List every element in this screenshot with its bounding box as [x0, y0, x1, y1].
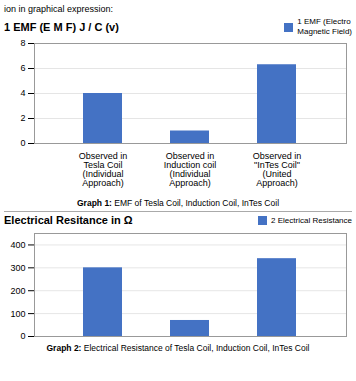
- svg-text:200: 200: [10, 286, 25, 296]
- svg-text:Observed in"InTes Coil"(United: Observed in"InTes Coil"(UnitedApproach): [253, 151, 302, 188]
- html-text:Graph 1: EMF of Tesla Coil, In: Graph 1: EMF of Tesla Coil, Induction Co…: [77, 198, 279, 208]
- svg-text:8: 8: [20, 38, 25, 48]
- html-text:ion in graphical expression:: ion in graphical expression:: [4, 4, 114, 14]
- svg-text:2: 2: [20, 113, 25, 123]
- svg-text:4: 4: [20, 88, 25, 98]
- svg-text:Observed inTesla Coil(Individu: Observed inTesla Coil(IndividualApproach…: [79, 151, 128, 188]
- html-text:1 EMF (E M F) J / C (v): 1 EMF (E M F) J / C (v): [4, 20, 119, 33]
- svg-text:0: 0: [20, 331, 25, 341]
- svg-text:100: 100: [10, 308, 25, 318]
- html-text:1 EMF (Electro Magnetic Field): 1 EMF (Electro Magnetic Field): [297, 17, 352, 36]
- svg-text:0: 0: [20, 138, 25, 148]
- svg-text:Observed inInduction coil(Indi: Observed inInduction coil(IndividualAppr…: [164, 151, 217, 188]
- svg-text:400: 400: [10, 240, 25, 250]
- html-text:Graph 2: Electrical Resistance: Graph 2: Electrical Resistance of Tesla …: [46, 343, 310, 353]
- svg-text:300: 300: [10, 263, 25, 273]
- html-text:Electrical Resitance in Ω: Electrical Resitance in Ω: [4, 214, 133, 226]
- svg-text:6: 6: [20, 63, 25, 73]
- html-text:2 Electrical Resistance: 2 Electrical Resistance: [271, 215, 352, 225]
